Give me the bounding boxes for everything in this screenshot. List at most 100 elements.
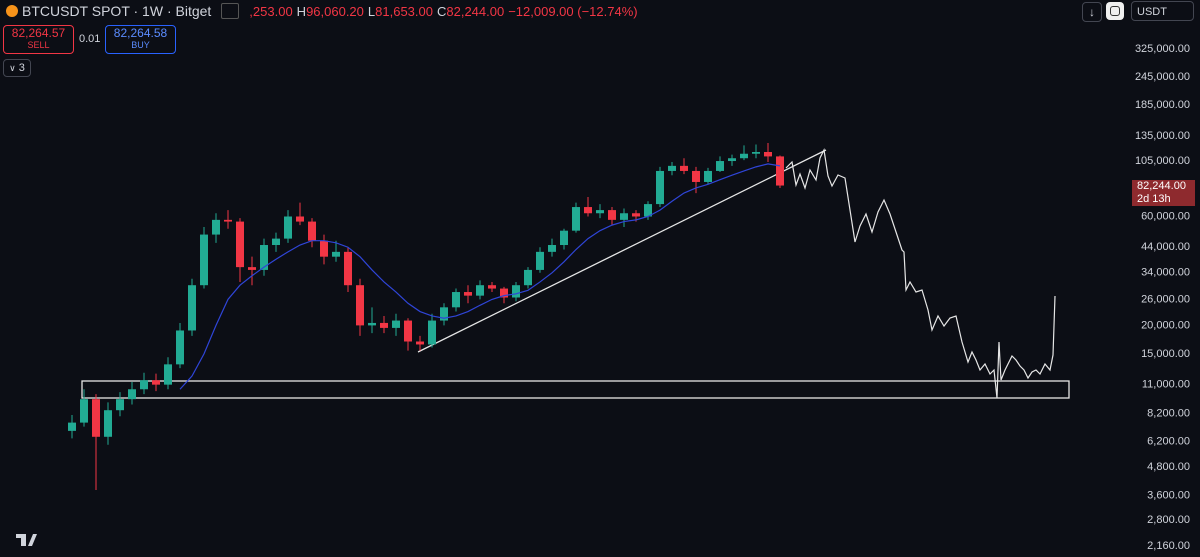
candle-body: [404, 320, 412, 342]
candle-body: [620, 213, 628, 220]
y-tick-label: 15,000.00: [1141, 348, 1190, 360]
y-tick-label: 2,800.00: [1147, 514, 1190, 526]
candle-body: [128, 389, 136, 400]
candle-body: [452, 292, 460, 308]
compare-icon[interactable]: [221, 3, 240, 19]
candle-body: [308, 221, 316, 241]
candle-body: [476, 285, 484, 296]
candle-body: [176, 330, 184, 365]
ohlc-value: 81,653.00: [375, 3, 433, 19]
candle-body: [224, 219, 232, 222]
candle-body: [284, 216, 292, 239]
tradingview-logo: [16, 534, 37, 546]
candle-body: [716, 161, 724, 171]
y-tick-label: 135,000.00: [1135, 130, 1190, 142]
candle-body: [692, 170, 700, 182]
symbol-title[interactable]: BTCUSDT SPOT · 1W · Bitget: [22, 3, 212, 19]
candle-body: [464, 292, 472, 296]
sell-label: SELL: [27, 40, 50, 50]
y-tick-label: 2,160.00: [1147, 540, 1190, 552]
candle-body: [236, 221, 244, 268]
projection-drawing: [785, 148, 1056, 399]
candle-body: [728, 158, 736, 162]
candle-body: [764, 152, 772, 157]
ohlc-item: L81,653.00: [368, 4, 433, 19]
last-price-tag: 82,244.00 2d 13h: [1132, 179, 1195, 206]
candle-body: [656, 170, 664, 205]
candle-body: [524, 269, 532, 286]
candle-body: [512, 285, 520, 298]
ohlc-item: C82,244.00: [437, 4, 504, 19]
y-tick-label: 325,000.00: [1135, 43, 1190, 55]
ohlc-value: 82,244.00: [446, 3, 505, 19]
buy-price: 82,264.58: [113, 26, 168, 40]
y-tick-label: 3,600.00: [1147, 489, 1190, 501]
candle-body: [584, 207, 592, 214]
sync-button[interactable]: [1106, 2, 1124, 20]
y-tick-label: 8,200.00: [1147, 408, 1190, 420]
candle-body: [188, 285, 196, 331]
currency-select[interactable]: USDT: [1131, 1, 1194, 21]
candle-body: [164, 364, 172, 385]
candle-body: [212, 219, 220, 235]
candle-body: [68, 422, 76, 431]
buy-button[interactable]: 82,264.58 BUY: [105, 25, 176, 54]
candle-body: [560, 230, 568, 246]
price-change: −12,009.00 (−12.74%): [508, 3, 638, 19]
ohlc-key: L: [367, 3, 376, 19]
ohlc-item: H96,060.20: [297, 4, 364, 19]
order-quantity[interactable]: 0.01: [79, 33, 101, 45]
y-tick-label: 4,800.00: [1147, 461, 1190, 473]
candle-body: [344, 251, 352, 286]
candle-body: [596, 210, 604, 214]
ohlc-key: C: [436, 3, 447, 19]
indicator-count: 3: [18, 62, 25, 74]
candle-body: [116, 399, 124, 411]
candle-body: [428, 320, 436, 345]
sell-button[interactable]: 82,264.57 SELL: [3, 25, 74, 54]
moving-average: [179, 163, 781, 390]
candle-body: [488, 285, 496, 289]
y-tick-label: 11,000.00: [1142, 379, 1190, 391]
buy-label: BUY: [131, 40, 150, 50]
y-tick-label: 26,000.00: [1141, 293, 1190, 305]
candle-body: [632, 213, 640, 217]
indicators-toggle[interactable]: ∨ 3: [3, 59, 31, 77]
open-value: ,253.00: [249, 3, 293, 19]
y-tick-label: 105,000.00: [1135, 155, 1190, 167]
y-tick-label: 185,000.00: [1135, 99, 1190, 111]
trendline-drawing: [417, 149, 827, 353]
ohlc-value: 96,060.20: [306, 3, 364, 19]
candle-body: [248, 267, 256, 270]
candle-body: [608, 210, 616, 220]
candle-body: [272, 238, 280, 246]
candle-body: [668, 165, 676, 171]
support-box-drawing: [81, 380, 1070, 399]
last-price: 82,244.00: [1137, 179, 1186, 192]
candle-body: [152, 380, 160, 385]
y-tick-label: 6,200.00: [1147, 435, 1190, 447]
candle-body: [140, 380, 148, 390]
scroll-button[interactable]: ↓: [1082, 2, 1102, 22]
candle-body: [356, 285, 364, 326]
candle-body: [740, 153, 748, 159]
symbol-header: BTCUSDT SPOT · 1W · Bitget ,253.00 H96,0…: [6, 3, 638, 19]
y-tick-label: 20,000.00: [1141, 319, 1190, 331]
candle-body: [200, 234, 208, 286]
candle-body: [296, 216, 304, 222]
candle-body: [104, 410, 112, 437]
candle-body: [80, 399, 88, 423]
candle-body: [644, 204, 652, 217]
candle-body: [536, 251, 544, 270]
y-tick-label: 60,000.00: [1141, 210, 1190, 222]
candle-body: [416, 341, 424, 345]
candle-body: [440, 307, 448, 321]
candle-body: [548, 245, 556, 252]
candle-body: [680, 165, 688, 171]
bar-countdown: 2d 13h: [1137, 192, 1171, 205]
candle-body: [776, 156, 784, 186]
coin-icon: [6, 5, 18, 17]
candle-body: [392, 320, 400, 328]
